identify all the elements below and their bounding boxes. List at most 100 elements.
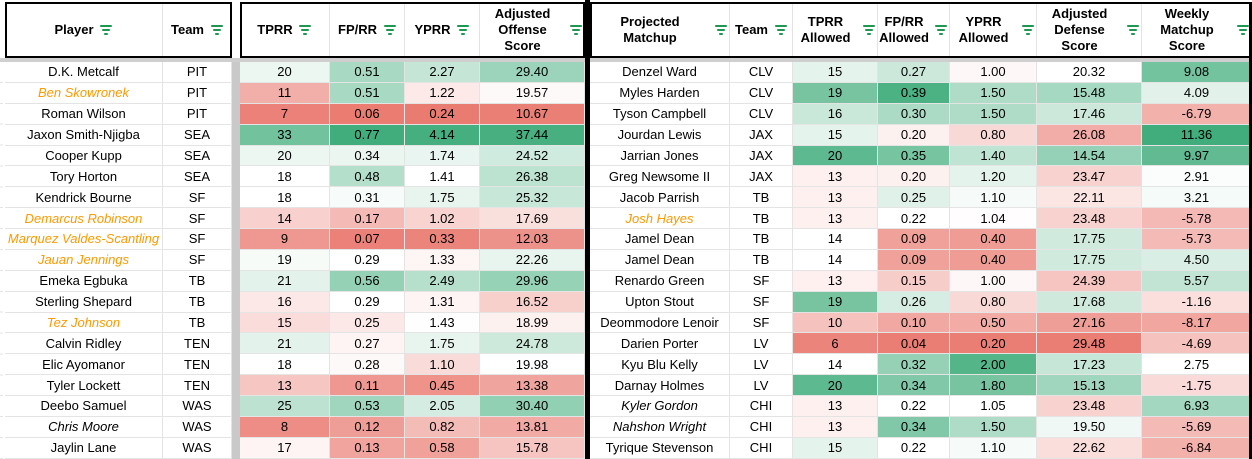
aos-cell[interactable]: 29.96 [480, 270, 585, 292]
yprr-cell[interactable]: 2.27 [405, 62, 480, 83]
tprr_allowed-cell[interactable]: 6 [793, 333, 878, 355]
ads-cell[interactable]: 27.16 [1037, 312, 1142, 334]
player-name-cell[interactable]: Jacob Parrish [590, 187, 730, 209]
ads-cell[interactable]: 17.75 [1037, 229, 1142, 250]
wms-cell[interactable]: 9.08 [1142, 62, 1252, 83]
fprr-cell[interactable]: 0.48 [330, 166, 405, 188]
yprr-cell[interactable]: 1.31 [405, 291, 480, 313]
aos-cell[interactable]: 37.44 [480, 124, 585, 146]
fprr-cell[interactable]: 0.53 [330, 396, 405, 417]
ads-cell[interactable]: 23.47 [1037, 166, 1142, 188]
tprr-cell[interactable]: 13 [240, 375, 330, 396]
column-header-ads[interactable]: Adjusted Defense Score [1037, 2, 1142, 58]
aos-cell[interactable]: 12.03 [480, 229, 585, 250]
column-header-team[interactable]: Team [730, 2, 793, 58]
column-header-fprr[interactable]: FP/RR [330, 2, 405, 58]
ads-cell[interactable]: 29.48 [1037, 333, 1142, 355]
yprr_allowed-cell[interactable]: 1.50 [950, 82, 1037, 104]
aos-cell[interactable]: 15.78 [480, 437, 585, 459]
team-cell[interactable]: TEN [163, 354, 232, 376]
player-name-cell[interactable]: Calvin Ridley [5, 333, 163, 355]
ads-cell[interactable]: 24.39 [1037, 270, 1142, 292]
fprr_allowed-cell[interactable]: 0.30 [878, 103, 950, 125]
yprr_allowed-cell[interactable]: 0.20 [950, 333, 1037, 355]
fprr_allowed-cell[interactable]: 0.35 [878, 145, 950, 167]
player-name-cell[interactable]: Tyler Lockett [5, 375, 163, 396]
aos-cell[interactable]: 26.38 [480, 166, 585, 188]
column-header-tprr[interactable]: TPRR [240, 2, 330, 58]
tprr_allowed-cell[interactable]: 13 [793, 396, 878, 417]
player-name-cell[interactable]: Tyson Campbell [590, 103, 730, 125]
team-cell[interactable]: SEA [163, 124, 232, 146]
tprr_allowed-cell[interactable]: 14 [793, 229, 878, 250]
aos-cell[interactable]: 24.78 [480, 333, 585, 355]
aos-cell[interactable]: 18.99 [480, 312, 585, 334]
yprr-cell[interactable]: 0.58 [405, 437, 480, 459]
team-cell[interactable]: SEA [163, 145, 232, 167]
tprr-cell[interactable]: 20 [240, 145, 330, 167]
column-header-name[interactable]: Player [5, 2, 163, 58]
fprr_allowed-cell[interactable]: 0.09 [878, 229, 950, 250]
fprr-cell[interactable]: 0.27 [330, 333, 405, 355]
yprr_allowed-cell[interactable]: 1.80 [950, 375, 1037, 396]
player-name-cell[interactable]: Nahshon Wright [590, 416, 730, 438]
tprr-cell[interactable]: 14 [240, 208, 330, 229]
team-cell[interactable]: CHI [730, 416, 793, 438]
wms-cell[interactable]: -8.17 [1142, 312, 1252, 334]
column-header-wms[interactable]: Weekly Matchup Score [1142, 2, 1252, 58]
team-cell[interactable]: WAS [163, 396, 232, 417]
yprr-cell[interactable]: 0.33 [405, 229, 480, 250]
team-cell[interactable]: TB [730, 229, 793, 250]
wms-cell[interactable]: -5.73 [1142, 229, 1252, 250]
tprr_allowed-cell[interactable]: 19 [793, 82, 878, 104]
team-cell[interactable]: SF [730, 270, 793, 292]
aos-cell[interactable]: 24.52 [480, 145, 585, 167]
tprr_allowed-cell[interactable]: 15 [793, 124, 878, 146]
ads-cell[interactable]: 15.48 [1037, 82, 1142, 104]
team-cell[interactable]: JAX [730, 166, 793, 188]
tprr_allowed-cell[interactable]: 16 [793, 103, 878, 125]
tprr-cell[interactable]: 25 [240, 396, 330, 417]
aos-cell[interactable]: 25.32 [480, 187, 585, 209]
tprr_allowed-cell[interactable]: 14 [793, 249, 878, 271]
team-cell[interactable]: CLV [730, 82, 793, 104]
yprr-cell[interactable]: 4.14 [405, 124, 480, 146]
team-cell[interactable]: LV [730, 333, 793, 355]
fprr-cell[interactable]: 0.51 [330, 82, 405, 104]
filter-icon[interactable] [383, 24, 396, 36]
tprr-cell[interactable]: 17 [240, 437, 330, 459]
tprr-cell[interactable]: 21 [240, 270, 330, 292]
fprr_allowed-cell[interactable]: 0.25 [878, 187, 950, 209]
player-name-cell[interactable]: Jaxon Smith-Njigba [5, 124, 163, 146]
yprr-cell[interactable]: 1.75 [405, 333, 480, 355]
fprr_allowed-cell[interactable]: 0.20 [878, 166, 950, 188]
fprr-cell[interactable]: 0.17 [330, 208, 405, 229]
team-cell[interactable]: LV [730, 354, 793, 376]
wms-cell[interactable]: 4.09 [1142, 82, 1252, 104]
team-cell[interactable]: TB [730, 208, 793, 229]
fprr_allowed-cell[interactable]: 0.39 [878, 82, 950, 104]
player-name-cell[interactable]: Jauan Jennings [5, 249, 163, 271]
aos-cell[interactable]: 30.40 [480, 396, 585, 417]
aos-cell[interactable]: 16.52 [480, 291, 585, 313]
wms-cell[interactable]: 5.57 [1142, 270, 1252, 292]
player-name-cell[interactable]: Jourdan Lewis [590, 124, 730, 146]
team-cell[interactable]: TEN [163, 333, 232, 355]
team-cell[interactable]: JAX [730, 124, 793, 146]
tprr_allowed-cell[interactable]: 15 [793, 62, 878, 83]
wms-cell[interactable]: -1.75 [1142, 375, 1252, 396]
team-cell[interactable]: WAS [163, 437, 232, 459]
filter-icon[interactable] [862, 24, 875, 36]
yprr_allowed-cell[interactable]: 0.50 [950, 312, 1037, 334]
fprr-cell[interactable]: 0.13 [330, 437, 405, 459]
player-name-cell[interactable]: Chris Moore [5, 416, 163, 438]
wms-cell[interactable]: -6.79 [1142, 103, 1252, 125]
yprr-cell[interactable]: 1.75 [405, 187, 480, 209]
team-cell[interactable]: SF [163, 249, 232, 271]
yprr-cell[interactable]: 0.24 [405, 103, 480, 125]
aos-cell[interactable]: 13.38 [480, 375, 585, 396]
ads-cell[interactable]: 22.11 [1037, 187, 1142, 209]
yprr-cell[interactable]: 1.41 [405, 166, 480, 188]
tprr-cell[interactable]: 21 [240, 333, 330, 355]
yprr-cell[interactable]: 0.82 [405, 416, 480, 438]
